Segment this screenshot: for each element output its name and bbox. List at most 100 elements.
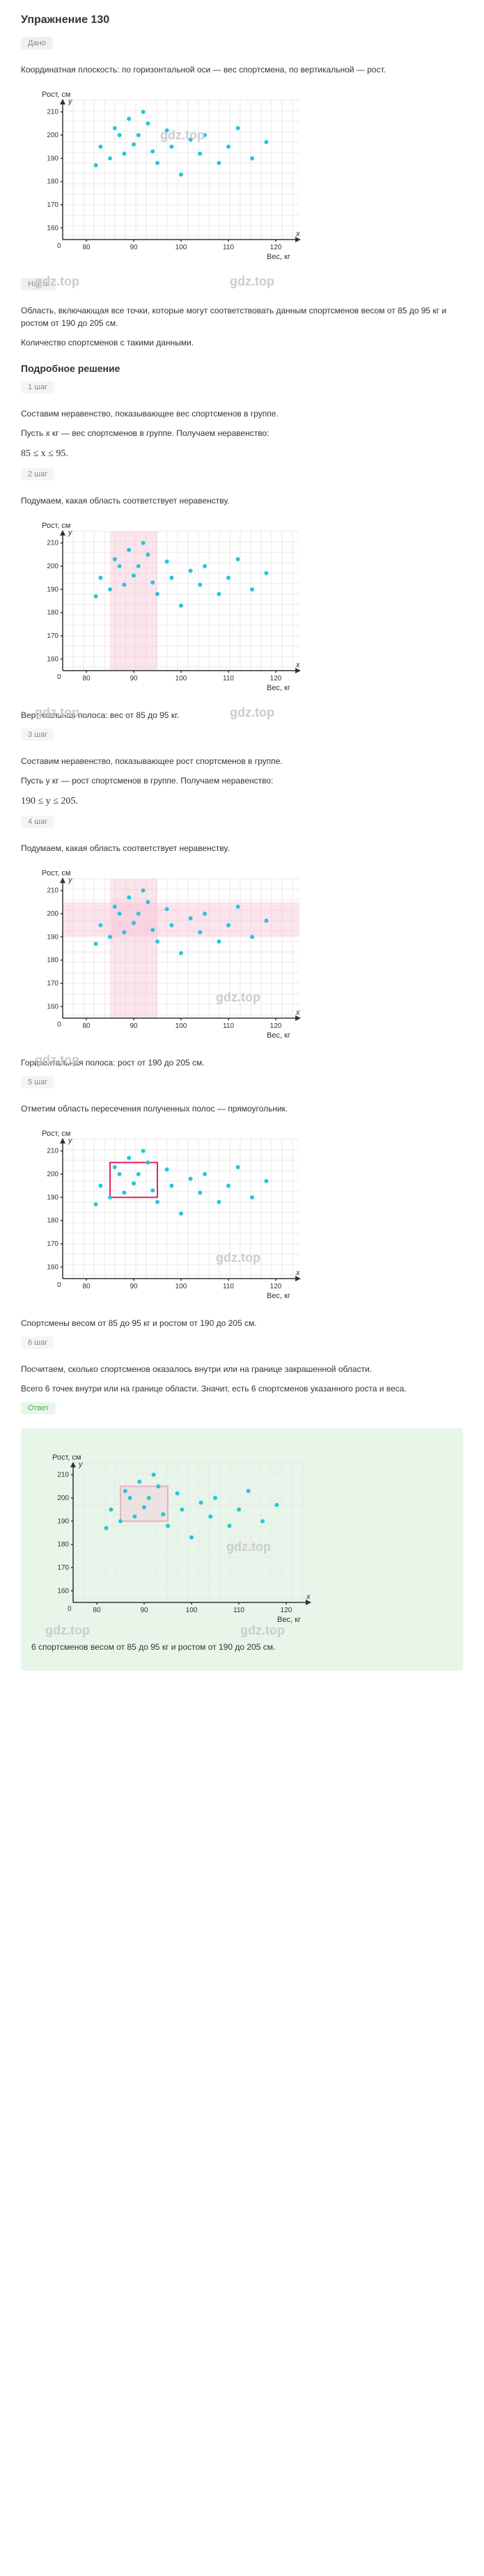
step4-text: Подумаем, какая область соответствует не… [21,842,463,854]
svg-text:100: 100 [175,1022,187,1030]
svg-text:200: 200 [47,563,58,570]
svg-text:180: 180 [47,178,58,186]
given-tag: Дано [21,37,53,49]
svg-text:160: 160 [47,1263,58,1271]
svg-text:y: y [68,529,73,537]
step2-caption: Вертикальная полоса: вес от 85 до 95 кг. [21,709,463,721]
svg-text:210: 210 [47,887,58,895]
svg-text:y: y [78,1460,84,1469]
svg-text:Рост, см: Рост, см [42,1130,70,1138]
find-tag: Найти [21,278,56,290]
svg-text:80: 80 [93,1607,101,1614]
step1-tag: 1 шаг [21,381,54,393]
step1-text2: Пусть x кг — вес спортсменов в группе. П… [21,427,463,439]
svg-text:90: 90 [130,1283,138,1290]
svg-text:210: 210 [47,109,58,116]
svg-text:Вес, кг: Вес, кг [277,1616,301,1624]
svg-text:90: 90 [130,1022,138,1030]
svg-text:110: 110 [223,1022,234,1030]
step4-tag: 4 шаг [21,815,54,828]
chart-4: 1601701801902002108090100110120Рост, смВ… [21,1125,463,1306]
svg-text:0: 0 [57,1281,61,1289]
svg-text:y: y [68,1137,73,1145]
step2-tag: 2 шаг [21,468,54,481]
svg-text:160: 160 [57,1587,69,1595]
svg-text:100: 100 [175,675,187,682]
svg-text:0: 0 [57,242,61,250]
svg-text:160: 160 [47,1003,58,1010]
svg-text:190: 190 [47,586,58,593]
svg-text:Вес, кг: Вес, кг [267,1292,290,1300]
step6-text2: Всего 6 точек внутри или на границе обла… [21,1382,463,1395]
svg-text:90: 90 [140,1607,148,1614]
svg-text:120: 120 [270,1283,282,1290]
step5-caption: Спортсмены весом от 85 до 95 кг и ростом… [21,1317,463,1329]
svg-text:100: 100 [175,1283,187,1290]
svg-text:170: 170 [47,980,58,988]
svg-text:160: 160 [47,224,58,232]
svg-text:x: x [295,1008,300,1017]
chart-1: 1601701801902002108090100110120Рост, смВ… [21,86,463,267]
svg-text:170: 170 [47,632,58,640]
svg-text:80: 80 [82,244,91,251]
chart-2: 1601701801902002108090100110120Рост, смВ… [21,517,463,698]
svg-text:x: x [295,661,300,669]
page-title: Упражнение 130 [21,14,463,26]
step6-text1: Посчитаем, сколько спортсменов оказалось… [21,1363,463,1375]
svg-text:Рост, см: Рост, см [42,522,70,530]
svg-text:170: 170 [47,1240,58,1248]
svg-text:120: 120 [270,675,282,682]
answer-box: 1601701801902002108090100110120Рост, смВ… [21,1428,463,1671]
svg-text:80: 80 [82,1283,91,1290]
step6-tag: 6 шаг [21,1336,54,1349]
given-text: Координатная плоскость: по горизонтально… [21,63,463,76]
step5-text: Отметим область пересечения полученных п… [21,1102,463,1115]
step3-math: 190 ≤ y ≤ 205. [21,794,463,809]
svg-text:110: 110 [233,1607,244,1614]
svg-text:y: y [68,876,73,884]
svg-text:180: 180 [47,1217,58,1225]
svg-text:100: 100 [186,1607,198,1614]
step2-text: Подумаем, какая область соответствует не… [21,494,463,507]
svg-text:90: 90 [130,675,138,682]
svg-text:110: 110 [223,675,234,682]
svg-text:200: 200 [47,910,58,918]
chart-3: 160 170 180 190 200 210 80 90 100 110 120 Рост, см В… [21,865,463,1046]
svg-text:90: 90 [130,244,138,251]
svg-text:180: 180 [47,609,58,617]
svg-text:120: 120 [281,1607,292,1614]
svg-text:190: 190 [57,1517,69,1525]
svg-text:120: 120 [270,244,282,251]
svg-text:Рост, см: Рост, см [52,1453,81,1462]
find-text-2: Количество спортсменов с такими данными. [21,336,463,349]
step3-text2: Пусть y кг — рост спортсменов в группе. … [21,774,463,787]
svg-text:210: 210 [47,540,58,547]
svg-text:x: x [295,1269,300,1277]
svg-text:Рост, см: Рост, см [42,869,70,877]
svg-text:Вес, кг: Вес, кг [267,253,290,261]
step3-tag: 3 шаг [21,728,54,741]
svg-text:180: 180 [47,957,58,965]
svg-text:0: 0 [68,1605,72,1613]
svg-text:200: 200 [47,132,58,139]
step1-text1: Составим неравенство, показывающее вес с… [21,407,463,420]
svg-text:190: 190 [47,1194,58,1201]
svg-text:120: 120 [270,1022,282,1030]
step3-text1: Составим неравенство, показывающее рост … [21,755,463,767]
svg-text:x: x [295,230,300,238]
svg-text:160: 160 [47,655,58,663]
svg-text:80: 80 [82,1022,91,1030]
solution-title: Подробное решение [21,363,463,374]
svg-text:x: x [306,1593,311,1601]
step4-caption: Горизонтальная полоса: рост от 190 до 20… [21,1056,463,1069]
svg-text:0: 0 [57,673,61,681]
svg-text:Вес, кг: Вес, кг [267,1031,290,1040]
svg-text:80: 80 [82,675,91,682]
svg-text:170: 170 [47,201,58,209]
svg-text:180: 180 [57,1541,69,1549]
answer-caption: 6 спортсменов весом от 85 до 95 кг и рос… [31,1641,453,1653]
svg-text:110: 110 [223,244,234,251]
svg-text:190: 190 [47,933,58,941]
svg-text:200: 200 [47,1171,58,1178]
svg-text:200: 200 [57,1494,69,1502]
